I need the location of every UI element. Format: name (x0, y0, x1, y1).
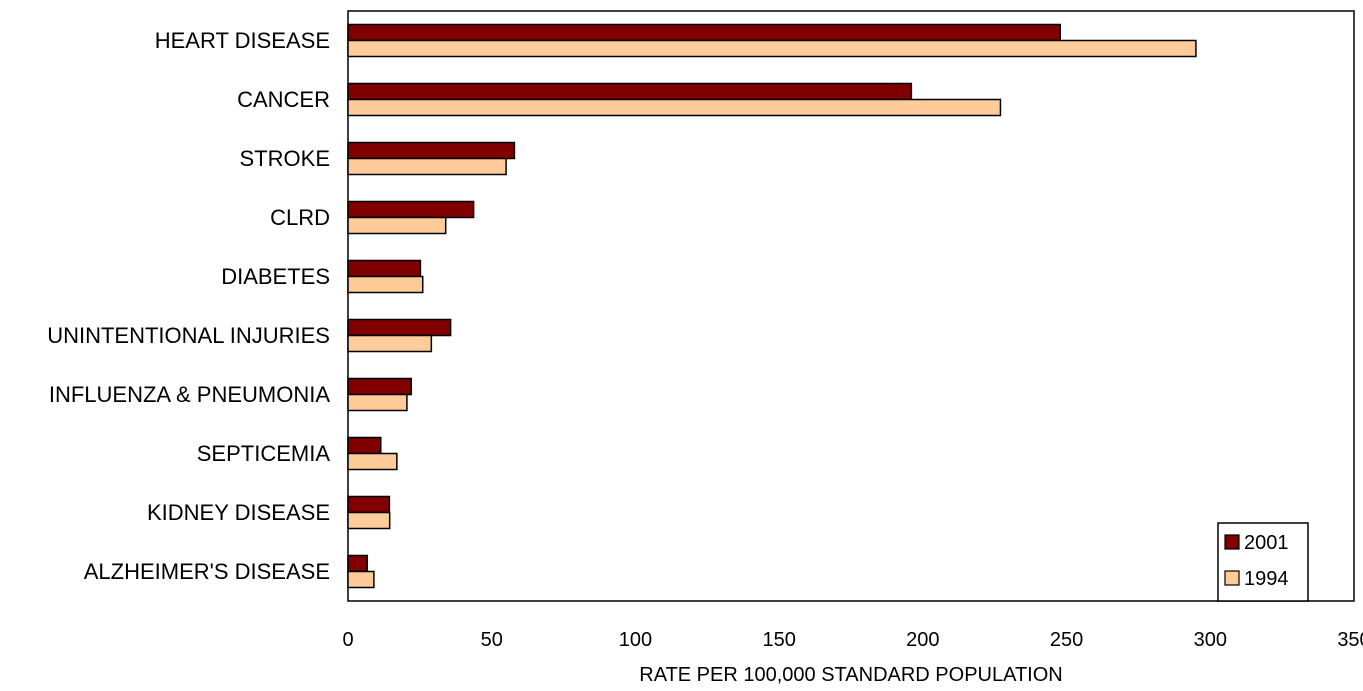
category-label-septicemia: SEPTICEMIA (197, 441, 331, 466)
bar-2001-alzheimer-s-disease (347, 554, 369, 573)
category-label-unintentional-injuries: UNINTENTIONAL INJURIES (47, 323, 330, 348)
legend-label-2001: 2001 (1244, 532, 1289, 554)
bar-2001-cancer (347, 82, 913, 101)
legend-swatch-2001 (1224, 534, 1240, 550)
bar-2001-kidney-disease (347, 495, 391, 514)
bar-1994-heart-disease (347, 39, 1197, 58)
x-tick-label-0: 0 (342, 629, 353, 651)
category-labels: HEART DISEASE CANCER STROKE CLRD DIABETES UNI… (47, 28, 330, 584)
bar-1994-cancer (347, 98, 1002, 117)
bar-1994-unintentional-injuries (347, 334, 433, 353)
bar-2001-clrd (347, 200, 475, 219)
x-tick-label-200: 200 (906, 629, 939, 651)
x-tick-label-250: 250 (1050, 629, 1083, 651)
category-label-cancer: CANCER (237, 87, 330, 112)
x-tick-label-150: 150 (762, 629, 795, 651)
x-axis-label: RATE PER 100,000 STANDARD POPULATION (639, 664, 1062, 686)
bars-group (347, 23, 1197, 589)
bar-2001-septicemia (347, 436, 382, 455)
category-label-diabetes: DIABETES (221, 264, 330, 289)
bar-1994-clrd (347, 216, 447, 235)
category-label-alzheimer-s-disease: ALZHEIMER'S DISEASE (84, 559, 330, 584)
bar-1994-kidney-disease (347, 511, 391, 530)
x-tick-label-350: 350 (1337, 629, 1363, 651)
category-label-heart-disease: HEART DISEASE (155, 28, 330, 53)
x-tick-label-100: 100 (619, 629, 652, 651)
legend-swatch-1994 (1224, 570, 1240, 586)
category-label-stroke: STROKE (240, 146, 330, 171)
bar-1994-alzheimer-s-disease (347, 570, 375, 589)
category-label-clrd: CLRD (270, 205, 330, 230)
category-label-influenza-pneumonia: INFLUENZA & PNEUMONIA (49, 382, 330, 407)
bar-2001-heart-disease (347, 23, 1061, 42)
x-tick-label-50: 50 (481, 629, 503, 651)
category-label-kidney-disease: KIDNEY DISEASE (147, 500, 330, 525)
bar-2001-diabetes (347, 259, 422, 278)
legend: 2001 1994 (1217, 522, 1309, 602)
bar-2001-influenza-pneumonia (347, 377, 412, 396)
bar-1994-diabetes (347, 275, 424, 294)
bar-2001-stroke (347, 141, 516, 160)
x-tick-label-300: 300 (1194, 629, 1227, 651)
x-axis-ticks: 0 50 100 150 200 250 300 350 (342, 629, 1363, 651)
bar-1994-influenza-pneumonia (347, 393, 408, 412)
bar-1994-septicemia (347, 452, 398, 471)
bar-2001-unintentional-injuries (347, 318, 452, 337)
bar-1994-stroke (347, 157, 507, 176)
legend-label-1994: 1994 (1244, 568, 1289, 590)
